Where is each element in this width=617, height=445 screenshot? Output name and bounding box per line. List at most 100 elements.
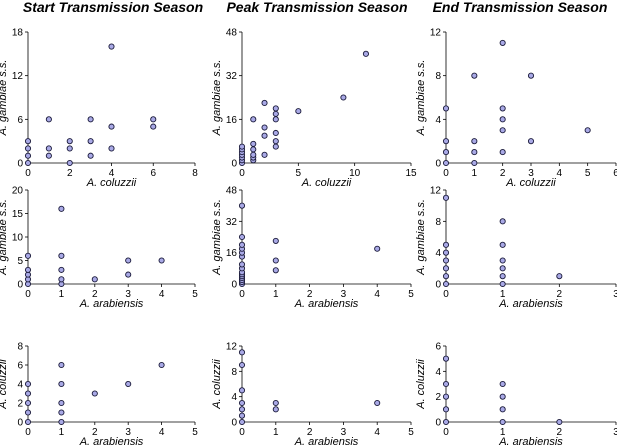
data-point	[442, 241, 450, 248]
y-tick-label: 6	[17, 115, 23, 126]
y-axis-title: A. gambiae s.s.	[211, 60, 223, 137]
x-tick-label: 4	[109, 168, 115, 179]
x-tick-label: 2	[307, 289, 313, 300]
y-tick-label: 32	[226, 217, 238, 228]
data-point	[442, 265, 450, 272]
x-tick-label: 8	[192, 168, 198, 179]
data-point	[442, 418, 450, 426]
data-point	[238, 418, 246, 426]
data-point	[45, 145, 52, 152]
data-point	[238, 202, 246, 209]
y-tick-label: 16	[226, 248, 238, 259]
x-axis-title: A. arabiensis	[498, 298, 563, 310]
x-tick-label: 0	[25, 289, 31, 300]
x-axis-title: A. coluzzii	[86, 177, 137, 189]
y-tick-label: 0	[17, 280, 23, 291]
x-tick-label: 1	[59, 427, 65, 438]
data-point	[261, 151, 268, 158]
x-axis-title: A. arabiensis	[294, 298, 359, 310]
x-tick-label: 0	[25, 427, 31, 438]
data-point	[499, 257, 506, 264]
data-point	[24, 252, 32, 259]
x-tick-label: 5	[192, 289, 198, 300]
x-axis-title: A. coluzzii	[301, 177, 352, 189]
scatter-panel: 0 1 2 3 4 5 0 5 10 15 20 A. arabiensis A. gambiae s.…	[0, 186, 198, 311]
data-point	[24, 380, 32, 388]
y-tick-label: 0	[435, 418, 441, 429]
data-point	[272, 138, 279, 145]
column-title-end: End Transmission Season	[433, 0, 608, 15]
data-point	[58, 418, 65, 426]
data-point	[58, 276, 65, 283]
data-point	[442, 257, 450, 264]
x-tick-label: 5	[192, 427, 198, 438]
data-point	[374, 245, 381, 252]
y-tick-label: 10	[12, 233, 24, 244]
x-axis-title: A. arabiensis	[79, 436, 144, 445]
y-tick-label: 12	[430, 28, 442, 39]
data-point	[250, 116, 257, 123]
y-tick-label: 12	[430, 186, 442, 197]
x-tick-label: 1	[273, 427, 279, 438]
y-tick-label: 4	[17, 380, 23, 391]
x-tick-label: 3	[341, 427, 347, 438]
data-point	[58, 380, 65, 388]
y-tick-label: 48	[226, 28, 238, 39]
data-point	[238, 361, 246, 369]
y-tick-label: 20	[12, 186, 24, 197]
data-point	[91, 276, 98, 283]
data-point	[24, 399, 32, 407]
data-point	[272, 237, 279, 244]
x-tick-label: 6	[150, 168, 156, 179]
data-point	[471, 159, 478, 167]
data-point	[238, 241, 246, 248]
data-point	[499, 273, 506, 280]
data-point	[499, 265, 506, 272]
x-tick-label: 2	[67, 168, 73, 179]
data-point	[238, 143, 246, 150]
x-tick-label: 6	[613, 168, 617, 179]
data-point	[442, 105, 450, 112]
data-point	[24, 409, 32, 416]
y-tick-label: 8	[17, 342, 23, 353]
data-point	[442, 406, 450, 413]
data-point	[91, 390, 98, 397]
y-axis-title: A. coluzzii	[415, 359, 427, 410]
data-point	[471, 72, 478, 79]
data-point	[272, 105, 279, 112]
data-point	[150, 123, 157, 130]
data-point	[261, 124, 268, 131]
data-point	[499, 105, 506, 112]
data-point	[238, 406, 246, 413]
y-tick-label: 0	[231, 418, 237, 429]
x-tick-label: 0	[25, 168, 31, 179]
data-point	[261, 132, 268, 139]
x-tick-label: 2	[557, 427, 563, 438]
x-tick-label: 1	[500, 289, 506, 300]
y-tick-label: 48	[226, 186, 238, 197]
data-point	[374, 399, 381, 407]
data-point	[272, 257, 279, 264]
data-point	[250, 146, 257, 153]
y-tick-label: 4	[435, 248, 441, 259]
data-point	[272, 110, 279, 117]
x-tick-label: 4	[374, 289, 380, 300]
y-tick-label: 0	[231, 159, 237, 170]
data-point	[442, 273, 450, 280]
x-axis-title: A. arabiensis	[79, 298, 144, 310]
x-tick-label: 2	[557, 289, 563, 300]
x-axis-title: A. coluzzii	[505, 177, 556, 189]
data-point	[584, 127, 591, 134]
x-tick-label: 1	[59, 289, 65, 300]
data-point	[499, 241, 506, 248]
y-tick-label: 0	[231, 280, 237, 291]
data-point	[442, 355, 450, 362]
data-point	[272, 129, 279, 137]
x-axis-title: A. arabiensis	[498, 436, 563, 445]
data-point	[442, 138, 450, 145]
y-tick-label: 5	[17, 256, 23, 267]
x-tick-label: 10	[349, 168, 361, 179]
y-tick-label: 0	[435, 280, 441, 291]
data-point	[471, 138, 478, 145]
